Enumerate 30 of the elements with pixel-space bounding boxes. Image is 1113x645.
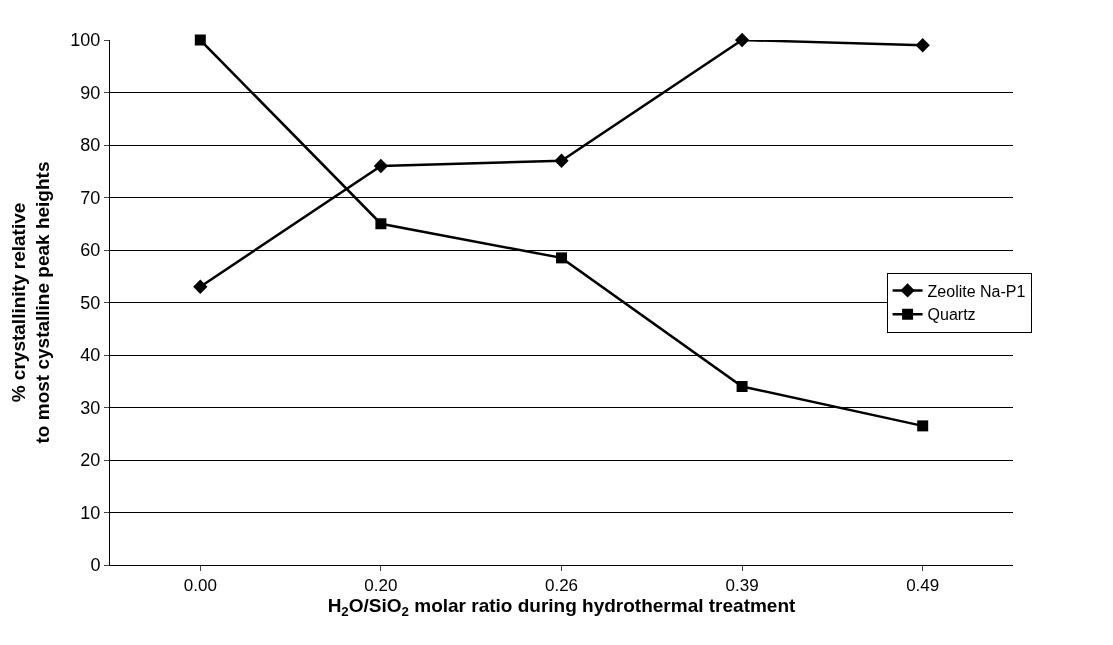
point xyxy=(194,34,206,46)
x-tick-label: 0.00 xyxy=(183,576,217,596)
y-tick-label: 100 xyxy=(70,30,101,51)
y-tick-label: 50 xyxy=(80,292,101,313)
x-tick-label: 0.20 xyxy=(364,576,398,596)
legend-label: Zeolite Na-P1 xyxy=(927,282,1026,300)
y-tick-label: 0 xyxy=(90,555,101,576)
x-tick-label: 0.39 xyxy=(725,576,759,596)
y-tick-label: 30 xyxy=(80,397,101,418)
y-tick-label: 60 xyxy=(80,240,101,261)
legend-label: Quartz xyxy=(927,306,976,324)
x-tick-label: 0.26 xyxy=(544,576,579,596)
point xyxy=(915,38,930,53)
point xyxy=(193,279,208,294)
point xyxy=(554,153,569,168)
y-tick-label: 20 xyxy=(80,450,101,471)
point xyxy=(917,420,929,432)
y-tick-label: 40 xyxy=(80,345,101,366)
x-axis-title: H$_{2}$O/SiO$_{2}$ molar ratio during hydrothermal treatment xyxy=(327,595,797,620)
point xyxy=(556,252,567,264)
point xyxy=(373,158,389,174)
y-tick-label: 80 xyxy=(80,135,101,156)
y-tick-label: 10 xyxy=(80,502,101,523)
x-tick-label: 0.49 xyxy=(906,576,940,596)
point xyxy=(734,32,750,48)
y-tick-label: 90 xyxy=(80,82,101,103)
point xyxy=(375,218,387,230)
y-axis-title: % crystallinity relative to most cystalline peak heights xyxy=(7,161,54,444)
point xyxy=(736,381,748,392)
y-tick-label: 70 xyxy=(80,187,101,208)
